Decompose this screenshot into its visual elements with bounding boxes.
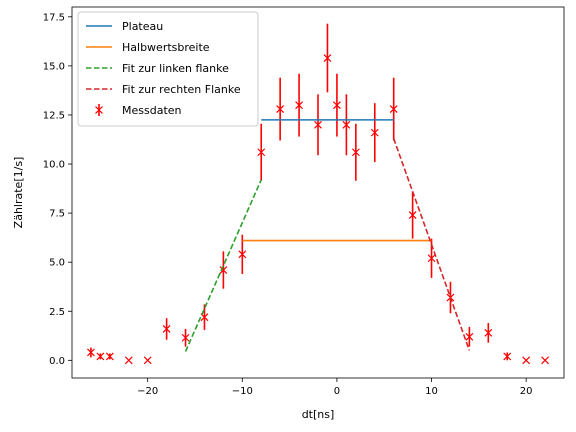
legend-swatch-marker xyxy=(95,106,103,114)
x-axis: −20 −10 0 10 20 xyxy=(137,378,533,397)
data-point xyxy=(181,333,190,342)
y-axis: 0.0 2.5 5.0 7.5 10.0 12.5 15.0 17.5 xyxy=(43,12,72,367)
data-point xyxy=(238,250,247,259)
data-point-marker xyxy=(276,105,285,113)
legend-label: Fit zur linken flanke xyxy=(122,62,229,75)
x-tick-label: −10 xyxy=(232,386,253,397)
legend-entry: Halbwertsbreite xyxy=(86,41,210,54)
legend-label: Halbwertsbreite xyxy=(122,41,210,54)
x-tick-label: 20 xyxy=(520,386,533,397)
data-point xyxy=(295,101,304,110)
data-point xyxy=(276,105,285,113)
data-point-marker xyxy=(427,254,436,263)
data-point xyxy=(219,266,228,274)
data-point xyxy=(96,352,105,361)
data-point xyxy=(143,356,152,365)
data-point-marker xyxy=(257,148,266,157)
data-point-marker xyxy=(143,356,152,365)
data-point-marker xyxy=(342,120,351,129)
data-point-marker xyxy=(465,332,474,341)
data-point xyxy=(503,352,512,361)
data-point-marker xyxy=(370,128,379,137)
legend: Plateau Halbwertsbreite Fit zur linken fla… xyxy=(77,11,259,127)
data-point-marker xyxy=(219,266,228,274)
x-axis-label: dt[ns] xyxy=(302,408,335,421)
left-fit-line xyxy=(184,179,262,352)
data-point-marker xyxy=(314,120,322,129)
data-point xyxy=(314,120,322,129)
series-layer xyxy=(86,23,550,365)
data-point xyxy=(408,211,417,219)
legend-box xyxy=(77,11,259,127)
right-fit-line xyxy=(392,138,471,351)
data-point xyxy=(522,356,531,365)
data-point xyxy=(86,348,95,357)
y-tick-label: 5.0 xyxy=(49,258,65,269)
data-point-marker xyxy=(86,348,95,357)
data-point xyxy=(541,356,550,365)
data-point xyxy=(427,254,436,263)
data-point xyxy=(351,148,360,157)
data-point-marker xyxy=(323,54,332,62)
data-point-marker xyxy=(295,101,304,110)
data-point-marker xyxy=(124,356,133,365)
legend-label: Plateau xyxy=(122,20,163,33)
data-point-marker xyxy=(105,352,114,361)
data-point-marker xyxy=(200,313,209,322)
y-tick-label: 17.5 xyxy=(43,12,65,23)
y-tick-label: 12.5 xyxy=(43,110,65,121)
data-point-marker xyxy=(351,148,360,157)
data-point xyxy=(484,328,493,337)
data-point-marker xyxy=(181,333,190,342)
data-point xyxy=(323,54,332,62)
data-point-marker xyxy=(162,325,171,333)
data-point-marker xyxy=(541,356,550,365)
y-tick-label: 7.5 xyxy=(49,209,65,220)
data-point xyxy=(162,325,171,333)
data-point-marker xyxy=(389,105,398,113)
y-tick-label: 0.0 xyxy=(49,356,65,367)
legend-entry: Messdaten xyxy=(95,104,182,117)
data-point xyxy=(257,148,266,157)
y-tick-label: 2.5 xyxy=(49,307,65,318)
x-tick-label: 0 xyxy=(334,386,340,397)
data-point xyxy=(370,128,379,137)
data-point xyxy=(332,101,341,110)
data-point-marker xyxy=(238,250,247,259)
data-point xyxy=(389,105,398,113)
legend-entry: Fit zur linken flanke xyxy=(86,62,229,75)
data-point-marker xyxy=(96,352,105,361)
x-tick-label: 10 xyxy=(425,386,438,397)
x-tick-label: −20 xyxy=(137,386,158,397)
data-point xyxy=(105,352,114,361)
data-point-marker xyxy=(522,356,531,365)
data-point-marker xyxy=(484,328,493,337)
legend-entries: Plateau Halbwertsbreite Fit zur linken fla… xyxy=(86,20,241,117)
data-point xyxy=(124,356,133,365)
legend-label: Messdaten xyxy=(122,104,182,117)
legend-entry: Fit zur rechten Flanke xyxy=(86,83,241,96)
y-tick-label: 10.0 xyxy=(43,160,65,171)
y-axis-label: Zählrate[1/s] xyxy=(12,157,25,229)
data-point-marker xyxy=(503,352,512,361)
data-point xyxy=(342,120,351,129)
y-tick-label: 15.0 xyxy=(43,61,65,72)
data-point-marker xyxy=(332,101,341,110)
data-point-marker xyxy=(408,211,417,219)
data-point xyxy=(465,332,474,341)
legend-label: Fit zur rechten Flanke xyxy=(122,83,241,96)
legend-entry: Plateau xyxy=(86,20,163,33)
